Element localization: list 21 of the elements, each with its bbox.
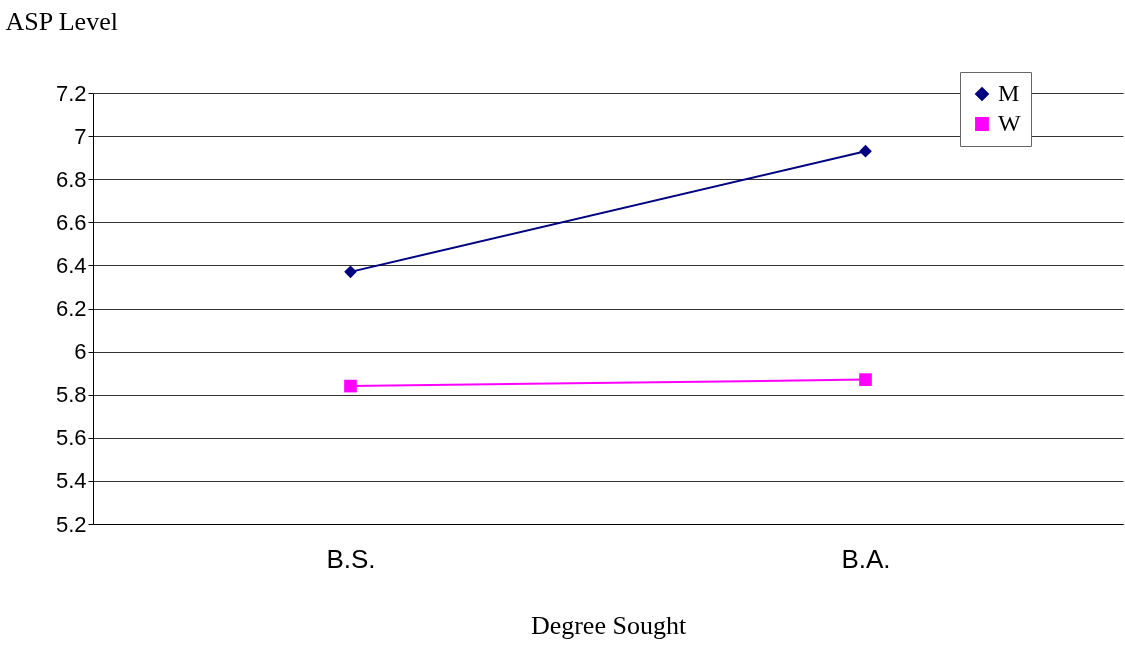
y-tick-label: 7.2 xyxy=(55,80,87,106)
x-tick-label: B.A. xyxy=(841,543,891,574)
x-tick-label: B.S. xyxy=(326,543,376,574)
y-tick-label: 5.4 xyxy=(55,468,87,494)
y-tick-label: 6.2 xyxy=(55,296,87,321)
y-tick-label: 7 xyxy=(74,123,87,149)
point xyxy=(344,265,357,279)
y-tick-label: 6.4 xyxy=(55,252,87,278)
y-tick-label: 5.6 xyxy=(55,425,87,451)
y-tick-label: 5.8 xyxy=(55,382,87,408)
legend-label: M xyxy=(998,80,1020,106)
point xyxy=(859,144,872,158)
point xyxy=(859,373,872,386)
y-tick-label: 6.6 xyxy=(55,209,87,235)
y-tick-label: 6.8 xyxy=(55,166,87,192)
y-axis-title: ASP Level xyxy=(5,6,118,36)
point xyxy=(344,379,357,393)
y-tick-label: 5.2 xyxy=(55,511,87,537)
y-tick-label: 6 xyxy=(74,339,87,365)
x-axis-title: Degree Sought xyxy=(530,610,687,640)
legend-label: W xyxy=(998,110,1021,136)
